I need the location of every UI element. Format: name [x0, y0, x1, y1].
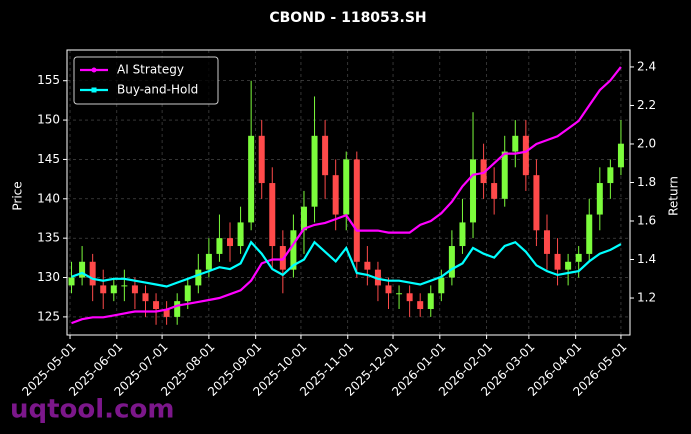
candle-body	[596, 183, 603, 215]
candle-body	[353, 159, 360, 262]
candle-body	[491, 183, 498, 199]
y2-tick-label: 2.2	[637, 98, 656, 112]
y2-axis-label: Return	[667, 176, 681, 216]
y-tick-label: 125	[37, 309, 60, 323]
candle-body	[121, 285, 128, 287]
y2-tick-label: 1.8	[637, 175, 656, 189]
candle-body	[512, 135, 519, 152]
candle-body	[174, 301, 181, 317]
y2-tick-label: 2.0	[637, 136, 656, 150]
candle-body	[406, 293, 413, 302]
candle-body	[470, 159, 477, 223]
candle-body	[522, 135, 529, 176]
candle-body	[195, 269, 202, 286]
candle-body	[417, 301, 424, 310]
candle-body	[163, 309, 170, 317]
candle-body	[364, 261, 371, 270]
candle-body	[565, 261, 572, 270]
candle-body	[343, 159, 350, 215]
candle-body	[332, 175, 339, 215]
candle-body	[322, 135, 329, 176]
line-series	[71, 240, 622, 288]
line-series	[71, 66, 622, 325]
candle-body	[237, 222, 244, 247]
legend-marker	[91, 67, 97, 73]
candle-body	[79, 261, 86, 278]
candle-body	[311, 135, 318, 207]
candle-body	[396, 293, 403, 295]
candle-body	[438, 277, 445, 294]
candle-body	[459, 222, 466, 247]
candle-body	[374, 269, 381, 286]
candle-body	[300, 206, 307, 231]
candle-body	[131, 285, 138, 294]
candle-body	[290, 230, 297, 270]
candle-body	[607, 167, 614, 184]
chart-title: CBOND - 118053.SH	[269, 10, 426, 26]
legend: AI Strategy Buy-and-Hold	[73, 56, 219, 105]
y2-tick-label: 1.6	[637, 214, 656, 228]
y-tick-label: 150	[37, 113, 60, 127]
candle-body	[258, 135, 265, 184]
legend-label: Buy-and-Hold	[117, 83, 198, 97]
y-tick-label: 130	[37, 270, 60, 284]
plot-frame	[66, 49, 631, 336]
y-tick-label: 155	[37, 73, 60, 87]
candle-body	[248, 135, 255, 223]
candle-body	[100, 285, 107, 294]
candle-body	[269, 183, 276, 247]
candle-body	[533, 175, 540, 231]
legend-marker	[91, 87, 97, 93]
candle-body	[554, 253, 561, 270]
candle-body	[427, 293, 434, 310]
y-tick-label: 140	[37, 191, 60, 205]
candle-body	[142, 293, 149, 302]
candle-body	[216, 238, 223, 254]
candle-body	[480, 159, 487, 184]
candle-body	[501, 151, 508, 199]
candle-body	[184, 285, 191, 302]
candle-body	[89, 261, 96, 286]
candle-body	[205, 253, 212, 270]
candle-body	[586, 214, 593, 254]
candle-body	[575, 253, 582, 262]
y2-tick-label: 1.2	[637, 291, 656, 305]
y-axis-label: Price	[11, 181, 25, 210]
y-tick-label: 135	[37, 231, 60, 245]
candle-body	[68, 277, 75, 286]
candle-body	[385, 285, 392, 294]
watermark: uqtool.com	[10, 395, 174, 425]
legend-box	[73, 56, 219, 105]
y-tick-label: 145	[37, 152, 60, 166]
y2-tick-label: 1.4	[637, 252, 656, 266]
y2-tick-label: 2.4	[637, 59, 656, 73]
candle-body	[543, 230, 550, 254]
candle-body	[110, 285, 117, 294]
candle-body	[227, 238, 234, 247]
candle-body	[448, 246, 455, 278]
candle-body	[153, 301, 160, 310]
candle-body	[617, 143, 624, 168]
legend-label: AI Strategy	[117, 63, 184, 77]
